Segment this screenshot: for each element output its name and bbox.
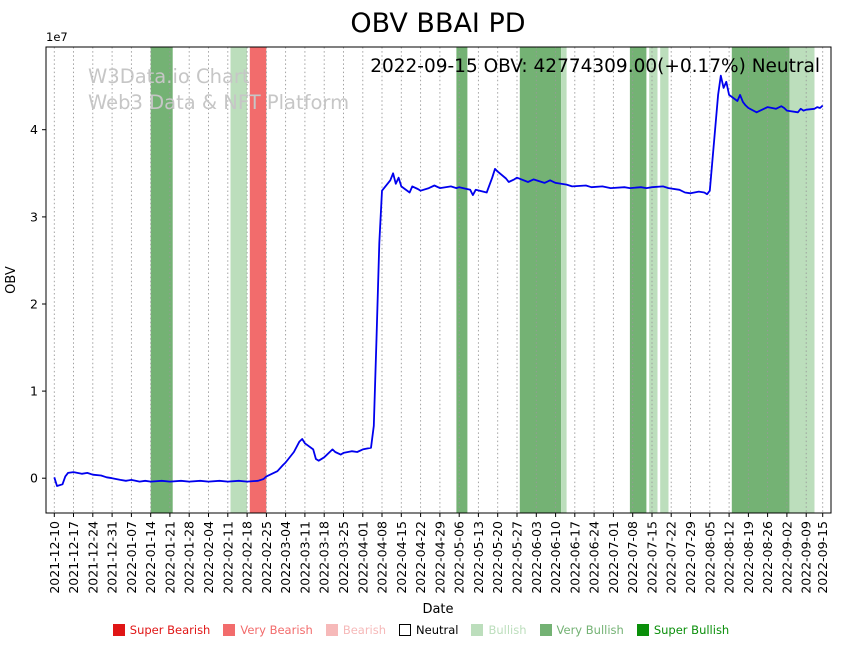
- legend-swatch-super_bearish: [112, 624, 125, 636]
- x-tick-label: 2022-04-08: [375, 521, 390, 594]
- x-tick-label: 2022-04-15: [394, 521, 409, 594]
- x-tick-label: 2022-09-15: [815, 521, 830, 594]
- legend-item-very_bearish: Very Bearish: [223, 623, 313, 637]
- x-tick-label: 2022-08-19: [741, 521, 756, 594]
- x-tick-label: 2022-01-07: [124, 521, 139, 594]
- x-tick-label: 2022-02-04: [201, 521, 216, 594]
- legend-swatch-very_bearish: [223, 624, 236, 636]
- x-tick-label: 2022-01-21: [162, 521, 177, 594]
- y-axis-label: OBV: [4, 266, 19, 294]
- x-tick-label: 2022-01-28: [182, 521, 197, 594]
- x-tick-label: 2022-05-27: [510, 521, 525, 594]
- x-tick-label: 2022-08-12: [722, 521, 737, 594]
- x-tick-label: 2022-03-11: [297, 521, 312, 594]
- x-tick-label: 2022-07-01: [606, 521, 621, 594]
- x-tick-label: 2022-09-02: [779, 521, 794, 594]
- x-tick-label: 2022-07-29: [683, 521, 698, 594]
- legend-item-bearish: Bearish: [325, 623, 387, 637]
- legend-label-very_bullish: Very Bullish: [556, 623, 624, 637]
- chart-title: OBV BBAI PD: [350, 8, 525, 39]
- legend-swatch-very_bullish: [539, 624, 552, 636]
- x-tick-label: 2022-02-11: [220, 521, 235, 594]
- y-tick-label: 1: [30, 384, 38, 399]
- x-tick-label: 2022-07-15: [645, 521, 660, 594]
- signal-band-very_bullish: [629, 47, 647, 513]
- x-tick-label: 2022-08-05: [702, 521, 717, 594]
- legend-swatch-neutral: [399, 624, 412, 636]
- latest-value-annotation: 2022-09-15 OBV: 42774309.00(+0.17%) Neut…: [370, 56, 820, 77]
- x-tick-label: 2021-12-17: [66, 521, 81, 594]
- signal-band-bullish: [230, 47, 247, 513]
- signal-band-bullish: [660, 47, 669, 513]
- x-tick-label: 2022-05-13: [471, 521, 486, 594]
- x-tick-label: 2022-01-14: [143, 521, 158, 594]
- x-tick-label: 2022-04-22: [413, 521, 428, 594]
- legend-item-super_bullish: Super Bullish: [636, 623, 730, 637]
- plot-area: 2021-12-10 2021-12-17 2021-12-24 2021-12-31…: [30, 46, 832, 594]
- signal-band-very_bearish: [249, 47, 267, 513]
- x-tick-label: 2022-07-08: [625, 521, 640, 594]
- x-tick-label: 2022-05-20: [490, 521, 505, 594]
- x-tick-label: 2022-06-24: [587, 521, 602, 594]
- legend-item-very_bullish: Very Bullish: [539, 623, 624, 637]
- signal-band-bullish: [649, 47, 658, 513]
- obv-line: [53, 74, 824, 487]
- signal-band-very_bullish: [519, 47, 562, 513]
- legend-swatch-bullish: [471, 624, 484, 636]
- x-tick-label: 2022-02-18: [240, 521, 255, 594]
- x-tick-label: 2022-06-17: [567, 521, 582, 594]
- legend-item-neutral: Neutral: [399, 623, 458, 637]
- legend-label-super_bearish: Super Bearish: [129, 623, 211, 637]
- x-tick-label: 2022-04-01: [355, 521, 370, 594]
- signal-band-very_bullish: [150, 47, 173, 513]
- signal-band-bullish: [789, 47, 815, 513]
- legend-swatch-super_bullish: [636, 624, 649, 636]
- signal-band-very_bullish: [731, 47, 790, 513]
- watermark-line-2: Web3 Data & NFT Platform: [88, 91, 349, 114]
- x-tick-label: 2022-02-25: [259, 521, 274, 594]
- x-tick-label: 2022-05-06: [452, 521, 467, 594]
- legend-label-super_bullish: Super Bullish: [653, 623, 730, 637]
- legend-label-bearish: Bearish: [342, 623, 387, 637]
- x-tick-label: 2022-06-10: [548, 521, 563, 594]
- y-tick-label: 3: [30, 209, 38, 224]
- y-tick-label: 2: [30, 297, 38, 312]
- watermark-line-1: W3Data.io Chart: [88, 65, 250, 88]
- x-tick-label: 2021-12-31: [105, 521, 120, 594]
- legend-label-very_bearish: Very Bearish: [240, 623, 313, 637]
- x-tick-label: 2021-12-10: [47, 521, 62, 594]
- x-tick-label: 2022-09-09: [799, 521, 814, 594]
- legend-item-bullish: Bullish: [471, 623, 527, 637]
- x-axis-label: Date: [422, 602, 453, 617]
- legend-item-super_bearish: Super Bearish: [112, 623, 211, 637]
- x-tick-label: 2022-04-29: [432, 521, 447, 594]
- x-tick-label: 2022-03-18: [317, 521, 332, 594]
- signal-band-bullish: [561, 47, 567, 513]
- signal-band-very_bullish: [456, 47, 468, 513]
- legend-swatch-bearish: [325, 624, 338, 636]
- x-tick-label: 2022-03-04: [278, 521, 293, 594]
- x-tick-label: 2022-07-22: [664, 521, 679, 594]
- y-tick-label: 0: [30, 471, 38, 486]
- legend-label-bullish: Bullish: [488, 623, 527, 637]
- x-tick-label: 2022-03-25: [336, 521, 351, 594]
- plot-border: [45, 46, 832, 514]
- legend-label-neutral: Neutral: [416, 623, 459, 637]
- x-tick-label: 2022-06-03: [529, 521, 544, 594]
- y-tick-label: 4: [30, 122, 38, 137]
- y-axis-offset-label: 1e7: [46, 30, 68, 44]
- signal-legend: Super Bearish Very Bearish Bearish Neutral B…: [0, 617, 842, 643]
- x-tick-label: 2022-08-26: [760, 521, 775, 594]
- x-tick-label: 2021-12-24: [85, 521, 100, 594]
